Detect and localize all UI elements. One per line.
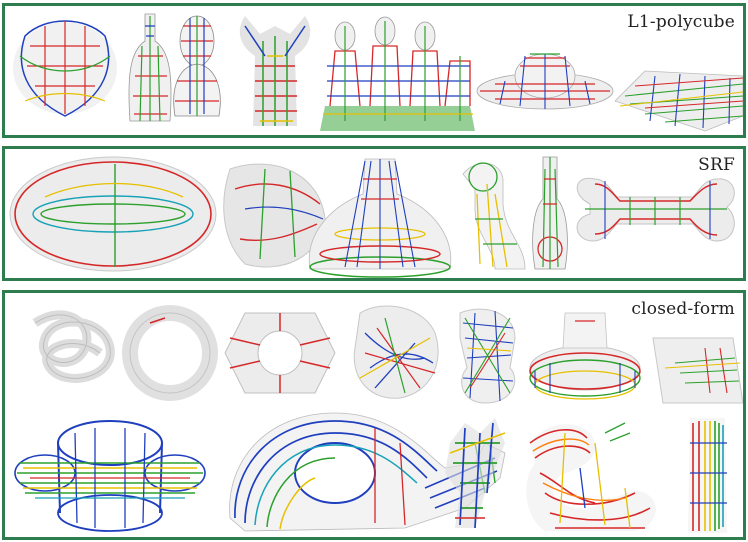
l1-polycube-figure-strip (13, 13, 743, 132)
model-torus-thin (122, 305, 218, 401)
model-terrain (614, 70, 743, 132)
model-gargoyle (239, 16, 311, 126)
model-ellipsoid (9, 156, 217, 272)
model-scribble-bust (459, 308, 516, 404)
model-knot (32, 310, 115, 383)
model-bust (173, 15, 221, 117)
model-squid (13, 20, 117, 117)
model-three-figures (320, 16, 475, 131)
model-pedestal (529, 312, 641, 400)
model-armadillo (688, 418, 727, 533)
model-fertility-ring (14, 420, 206, 532)
panel-label-l1-polycube: L1-polycube (627, 12, 735, 32)
closed-form-figure-grid (14, 305, 743, 533)
model-cylinder-cut (652, 337, 743, 404)
panel-closed-form: closed-form (2, 290, 746, 540)
srf-figure-strip (9, 156, 735, 278)
model-pegasus (445, 418, 506, 529)
model-vase-base (308, 158, 452, 278)
panel-l1-polycube: L1-polycube (2, 3, 746, 138)
model-frog-mesh (353, 305, 439, 399)
panel-label-closed-form: closed-form (631, 299, 735, 319)
model-triangular-ring (224, 312, 336, 394)
panel-label-srf: SRF (698, 155, 735, 175)
model-flying-saucer (476, 53, 614, 110)
model-bottle (128, 13, 172, 122)
model-arch-bracket (229, 412, 506, 532)
model-bent-pipe (462, 162, 526, 270)
model-dragon (526, 422, 656, 531)
panel-srf: SRF (2, 146, 746, 281)
model-bone (576, 177, 735, 242)
model-cut-sphere (223, 163, 326, 268)
model-bottle-srf (532, 156, 568, 270)
